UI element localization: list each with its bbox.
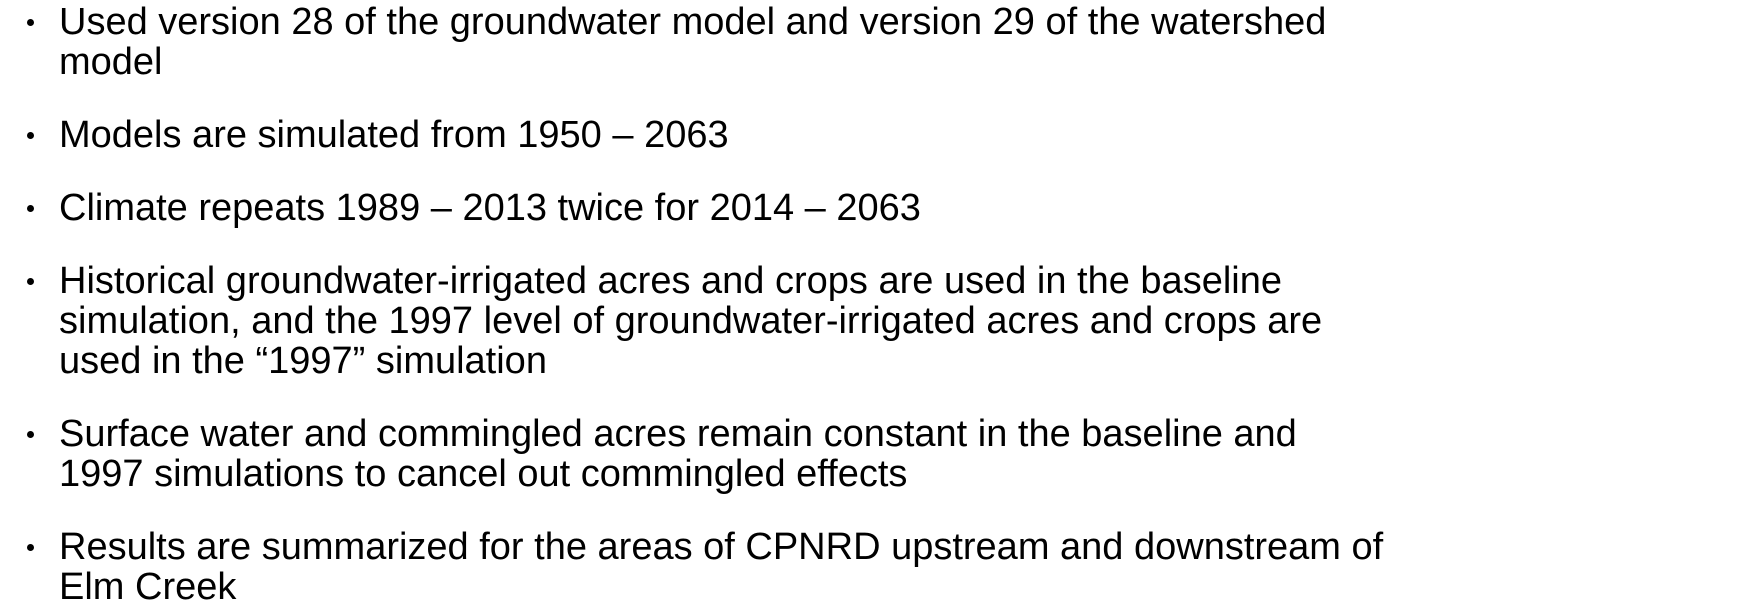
bullet-text-line: used in the “1997” simulation bbox=[59, 340, 547, 382]
bullet bbox=[27, 205, 34, 212]
bullet-text-line: Surface water and commingled acres remai… bbox=[59, 413, 1297, 455]
bullet-item: Used version 28 of the groundwater model… bbox=[0, 2, 1748, 82]
bullet-text-line: 1997 simulations to cancel out commingle… bbox=[59, 453, 908, 495]
bullet-text-line: model bbox=[59, 41, 163, 83]
bullet-text-line: simulation, and the 1997 level of ground… bbox=[59, 300, 1323, 342]
bullet-text-line: Used version 28 of the groundwater model… bbox=[59, 1, 1327, 43]
bullet bbox=[27, 132, 34, 139]
bullet-text-line: Models are simulated from 1950 – 2063 bbox=[59, 114, 729, 156]
bullet bbox=[27, 278, 34, 285]
bullet-item: Results are summarized for the areas of … bbox=[0, 527, 1748, 607]
bullet-text-line: Climate repeats 1989 – 2013 twice for 20… bbox=[59, 187, 921, 229]
bullet-text-line: Historical groundwater-irrigated acres a… bbox=[59, 260, 1282, 302]
bullet-item: Surface water and commingled acres remai… bbox=[0, 414, 1748, 494]
bullet bbox=[27, 544, 34, 551]
bullet-text-line: Elm Creek bbox=[59, 566, 237, 608]
bullet-item: Models are simulated from 1950 – 2063 bbox=[0, 115, 1748, 155]
bullet bbox=[27, 19, 34, 26]
bullet-item: Historical groundwater-irrigated acres a… bbox=[0, 261, 1748, 381]
bullet-text-line: Results are summarized for the areas of … bbox=[59, 526, 1384, 568]
bullet bbox=[27, 431, 34, 438]
bullet-item: Climate repeats 1989 – 2013 twice for 20… bbox=[0, 188, 1748, 228]
